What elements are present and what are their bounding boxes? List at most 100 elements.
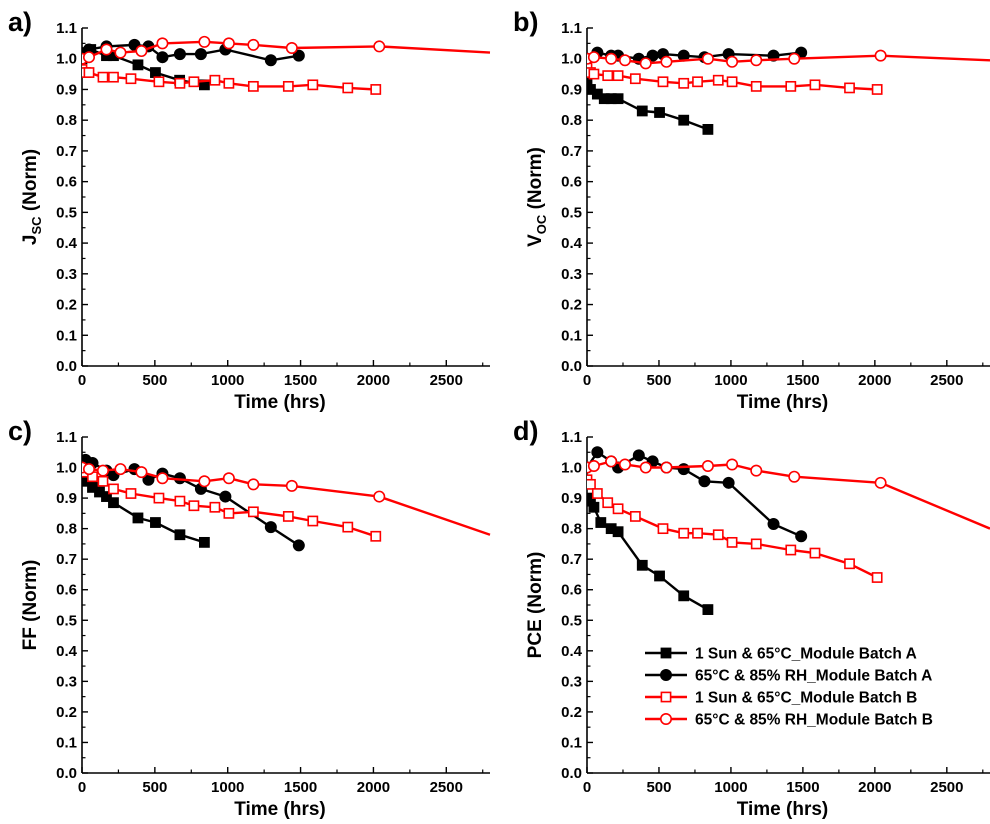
data-point — [223, 77, 235, 89]
data-point — [82, 51, 95, 64]
y-tick-label: 0.3 — [56, 266, 77, 283]
panel-label: c) — [8, 416, 32, 446]
data-point — [809, 547, 821, 559]
data-point — [605, 455, 618, 468]
data-point — [114, 463, 127, 476]
y-tick-label: 0.6 — [561, 174, 582, 191]
data-point — [726, 55, 739, 68]
panel-a: 0.0 0.1 0.2 0.3 0.4 0.5 0.6 0.7 0.8 0.9 1.0 1.1 0 500… — [8, 7, 491, 413]
data-point — [153, 76, 165, 88]
data-point — [678, 590, 690, 602]
data-point — [174, 77, 186, 89]
data-point — [198, 475, 211, 488]
y-tick-label: 0.0 — [561, 358, 582, 375]
data-point — [282, 80, 294, 92]
data-point — [219, 490, 232, 503]
data-point — [750, 538, 762, 550]
data-point — [156, 51, 169, 64]
data-point — [629, 511, 641, 522]
data-point — [660, 461, 673, 474]
data-point — [722, 476, 735, 489]
plot-area — [587, 46, 990, 135]
x-tick-label: 0 — [78, 372, 86, 389]
data-point — [657, 523, 669, 535]
data-point — [82, 463, 95, 476]
x-axis-label: Time (hrs) — [234, 392, 326, 413]
y-axis-label: VOC (Norm) — [525, 147, 549, 247]
y-tick-label: 0.7 — [561, 143, 582, 160]
x-tick-label: 0 — [583, 372, 591, 389]
y-tick-label: 0.5 — [561, 204, 582, 221]
series-line — [587, 79, 709, 131]
data-point — [97, 71, 109, 83]
y-tick-label: 0.4 — [561, 643, 583, 660]
data-point — [285, 479, 298, 492]
series-line — [587, 67, 878, 91]
data-point — [726, 536, 738, 548]
data-point — [264, 521, 277, 534]
x-tick-label: 1500 — [786, 372, 819, 389]
y-tick-label: 0.5 — [56, 612, 77, 629]
y-tick-label: 0.7 — [561, 551, 582, 568]
data-point — [247, 506, 259, 518]
data-point — [618, 458, 631, 471]
y-tick-label: 0.2 — [561, 704, 582, 721]
data-point — [591, 446, 604, 459]
y-tick-label: 1.1 — [56, 20, 77, 37]
y-tick-label: 0.5 — [56, 204, 77, 221]
data-point — [188, 500, 200, 512]
data-point — [767, 518, 780, 531]
y-axis-label: JSC (Norm) — [20, 149, 44, 245]
data-point — [639, 461, 652, 474]
x-tick-label: 1500 — [284, 779, 317, 796]
data-point — [788, 470, 801, 483]
data-point — [636, 105, 648, 117]
data-point — [150, 517, 161, 528]
panel-d: 0.0 0.1 0.2 0.3 0.4 0.5 0.6 0.7 0.8 0.9 1.0 1.1 0 500… — [513, 416, 990, 820]
data-point — [173, 48, 186, 61]
y-tick-label: 0.6 — [56, 582, 77, 599]
y-tick-label: 0.7 — [56, 551, 77, 568]
y-tick-label: 0.0 — [56, 765, 77, 782]
x-tick-label: 1000 — [211, 779, 244, 796]
y-tick-label: 0.8 — [56, 521, 77, 538]
data-point — [150, 67, 161, 78]
x-tick-label: 500 — [142, 372, 167, 389]
legend-marker — [659, 668, 672, 681]
data-point — [101, 491, 112, 502]
x-tick-label: 0 — [78, 779, 86, 796]
data-point — [588, 68, 600, 80]
data-point — [292, 49, 305, 62]
panel-b: 0.0 0.1 0.2 0.3 0.4 0.5 0.6 0.7 0.8 0.9 1.0 1.1 0 500… — [513, 7, 990, 413]
data-point — [874, 49, 887, 62]
data-point — [602, 70, 614, 82]
data-point — [712, 74, 724, 86]
data-point — [844, 558, 855, 570]
y-tick-label: 1.1 — [561, 20, 582, 37]
data-point — [373, 490, 386, 503]
data-point — [587, 478, 596, 490]
data-point — [264, 54, 277, 67]
data-point — [678, 77, 690, 89]
y-tick-label: 0.9 — [561, 490, 582, 507]
data-point — [125, 73, 137, 85]
data-point — [156, 472, 169, 485]
data-point — [678, 527, 690, 539]
data-point — [83, 67, 95, 78]
data-point — [174, 495, 186, 507]
y-tick-label: 0.4 — [56, 643, 78, 660]
data-point — [587, 51, 600, 64]
data-point — [156, 37, 169, 50]
x-tick-label: 2500 — [430, 779, 463, 796]
legend-marker — [660, 691, 672, 703]
data-point — [692, 527, 703, 539]
data-point — [135, 45, 148, 58]
data-point — [750, 464, 763, 477]
y-tick-label: 0.8 — [561, 112, 582, 129]
data-point — [629, 73, 641, 85]
x-tick-label: 1000 — [714, 779, 747, 796]
data-point — [342, 521, 354, 533]
data-point — [595, 517, 607, 528]
x-tick-label: 1000 — [714, 372, 747, 389]
